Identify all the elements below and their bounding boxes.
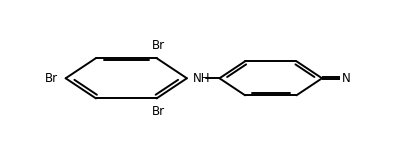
Text: Br: Br: [152, 39, 165, 52]
Text: NH: NH: [192, 72, 210, 85]
Text: Br: Br: [152, 105, 165, 118]
Text: Br: Br: [45, 72, 58, 85]
Text: N: N: [342, 72, 351, 85]
